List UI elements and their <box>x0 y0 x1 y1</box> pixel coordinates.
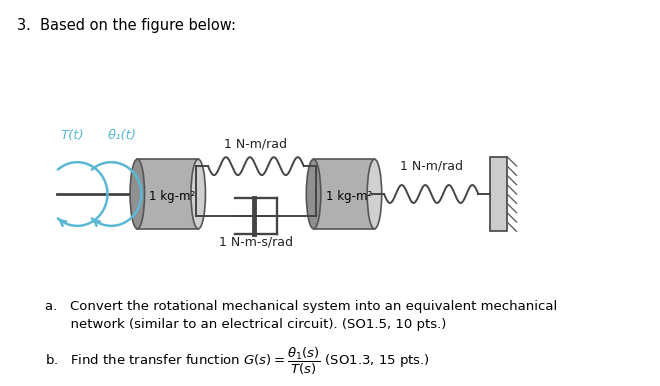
FancyBboxPatch shape <box>314 159 374 229</box>
Text: 1 kg-m²: 1 kg-m² <box>325 191 372 203</box>
Text: 1 N-m/rad: 1 N-m/rad <box>224 137 287 150</box>
Ellipse shape <box>306 159 321 229</box>
Ellipse shape <box>130 159 145 229</box>
Text: b.   Find the transfer function $G(s) = \dfrac{\theta_1(s)}{T(s)}$ (SO1.3, 15 pt: b. Find the transfer function $G(s) = \d… <box>46 346 430 378</box>
Ellipse shape <box>191 159 205 229</box>
Bar <box>490 157 507 231</box>
Text: 1 N-m/rad: 1 N-m/rad <box>400 159 463 172</box>
Text: 1 N-m-s/rad: 1 N-m-s/rad <box>219 236 293 249</box>
Text: a.   Convert the rotational mechanical system into an equivalent mechanical
    : a. Convert the rotational mechanical sys… <box>46 300 558 332</box>
Text: θ₁(t): θ₁(t) <box>108 129 137 142</box>
Text: 3.  Based on the figure below:: 3. Based on the figure below: <box>17 18 236 33</box>
FancyBboxPatch shape <box>137 159 198 229</box>
Text: 1 kg-m²: 1 kg-m² <box>149 191 195 203</box>
Ellipse shape <box>367 159 381 229</box>
Text: T(t): T(t) <box>61 129 84 142</box>
